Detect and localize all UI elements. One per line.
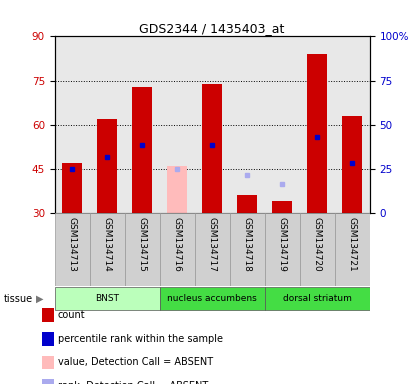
- Bar: [97, 119, 117, 213]
- Text: percentile rank within the sample: percentile rank within the sample: [58, 334, 223, 344]
- Bar: [265, 213, 299, 286]
- Text: GSM134713: GSM134713: [68, 217, 76, 271]
- Bar: [160, 287, 265, 310]
- Bar: [132, 86, 152, 213]
- Text: value, Detection Call = ABSENT: value, Detection Call = ABSENT: [58, 358, 213, 367]
- Text: GSM134714: GSM134714: [102, 217, 112, 271]
- Text: BNST: BNST: [95, 294, 119, 303]
- Text: GSM134716: GSM134716: [173, 217, 181, 271]
- Text: nucleus accumbens: nucleus accumbens: [167, 294, 257, 303]
- Bar: [237, 195, 257, 213]
- Text: GSM134717: GSM134717: [207, 217, 217, 271]
- Title: GDS2344 / 1435403_at: GDS2344 / 1435403_at: [139, 22, 285, 35]
- Text: dorsal striatum: dorsal striatum: [283, 294, 352, 303]
- Bar: [265, 287, 370, 310]
- Bar: [55, 213, 89, 286]
- Bar: [125, 36, 160, 213]
- Bar: [230, 213, 265, 286]
- Bar: [230, 36, 265, 213]
- Text: GSM134721: GSM134721: [348, 217, 357, 271]
- Bar: [299, 213, 335, 286]
- Bar: [335, 213, 370, 286]
- Text: GSM134719: GSM134719: [278, 217, 286, 271]
- Text: tissue: tissue: [4, 293, 33, 304]
- Bar: [125, 213, 160, 286]
- Bar: [168, 166, 187, 213]
- Bar: [63, 163, 82, 213]
- Text: count: count: [58, 310, 86, 320]
- Text: GSM134715: GSM134715: [138, 217, 147, 271]
- Text: ▶: ▶: [36, 293, 43, 304]
- Bar: [265, 36, 299, 213]
- Bar: [160, 36, 194, 213]
- Bar: [335, 36, 370, 213]
- Bar: [273, 201, 292, 213]
- Bar: [89, 213, 125, 286]
- Bar: [299, 36, 335, 213]
- Bar: [307, 54, 327, 213]
- Bar: [55, 36, 89, 213]
- Bar: [55, 287, 160, 310]
- Bar: [194, 36, 230, 213]
- Bar: [160, 213, 194, 286]
- Bar: [89, 36, 125, 213]
- Text: rank, Detection Call = ABSENT: rank, Detection Call = ABSENT: [58, 381, 208, 384]
- Text: GSM134720: GSM134720: [312, 217, 322, 271]
- Text: GSM134718: GSM134718: [243, 217, 252, 271]
- Bar: [194, 213, 230, 286]
- Bar: [202, 84, 222, 213]
- Bar: [342, 116, 362, 213]
